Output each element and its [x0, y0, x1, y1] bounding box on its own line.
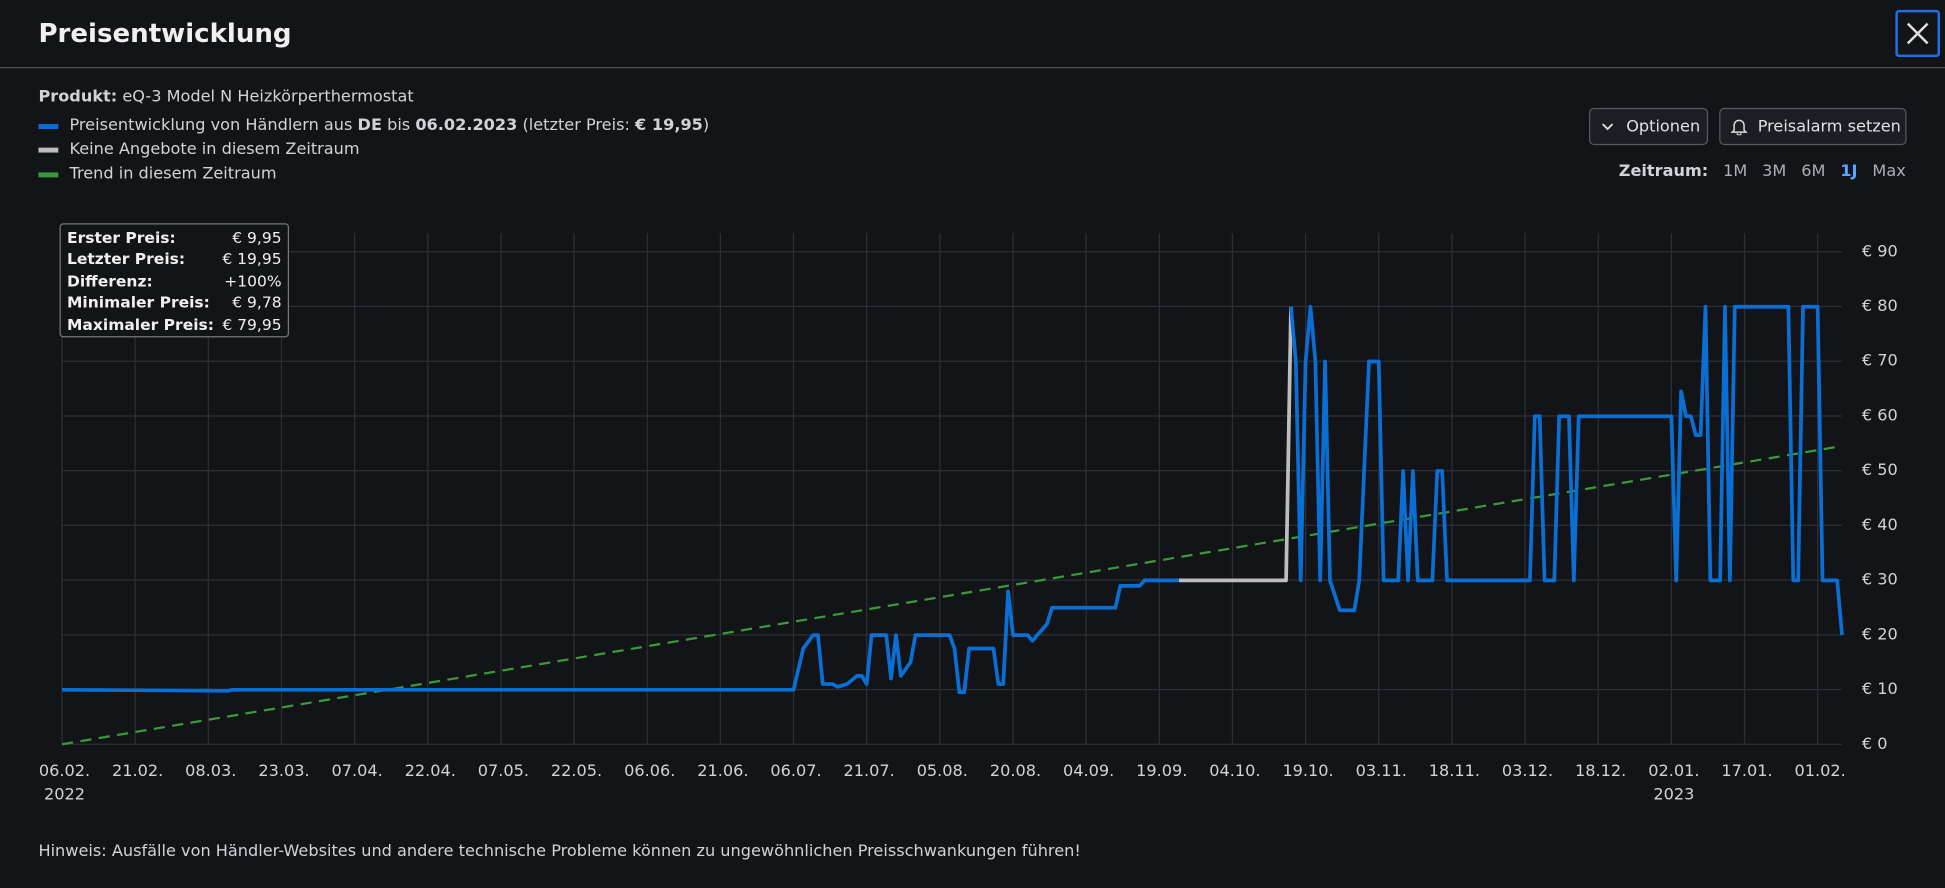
period-option[interactable]: 3M: [1762, 162, 1787, 182]
stats-label: Maximaler Preis:: [66, 314, 214, 334]
x-tick-label: 20.08.: [990, 761, 1041, 780]
stats-label: Letzter Preis:: [66, 249, 186, 269]
x-tick-label: 06.02.: [39, 761, 90, 780]
product-line: Produkt: eQ-3 Model N Heizkörperthermost…: [38, 88, 413, 107]
y-tick-label: € 50: [1862, 460, 1898, 479]
y-tick-label: € 0: [1862, 734, 1888, 753]
period-option[interactable]: 6M: [1801, 162, 1826, 182]
stats-value: € 19,95: [222, 249, 282, 269]
bell-icon: [1730, 119, 1748, 136]
x-tick-label: 04.09.: [1063, 761, 1114, 780]
legend-text: Trend in diesem Zeitraum: [69, 164, 277, 184]
stats-box: Erster Preis: € 9,95 Letzter Preis: € 19,95…: [59, 223, 290, 338]
y-tick-label: € 80: [1862, 296, 1898, 315]
x-tick-label: 07.04.: [331, 761, 382, 780]
y-tick-label: € 60: [1862, 405, 1898, 424]
x-tick-label: 05.08.: [917, 761, 968, 780]
stats-value: +100%: [224, 271, 282, 290]
legend-swatch: [38, 146, 59, 152]
close-icon: [1906, 22, 1929, 45]
legend-item: Preisentwicklung von Händlern aus DE bis…: [38, 117, 709, 136]
price-line: [61, 444, 1843, 746]
x-tick-label: 21.02.: [112, 761, 163, 780]
stats-label: Differenz:: [66, 271, 153, 290]
stats-row: Maximaler Preis: € 79,95: [67, 315, 282, 337]
chevron-icon: [1601, 123, 1614, 131]
y-tick-label: € 40: [1862, 515, 1898, 534]
x-tick-label: 04.10.: [1209, 761, 1260, 780]
stats-label: Erster Preis:: [66, 228, 176, 247]
period-label: Zeitraum:: [1618, 162, 1709, 182]
x-tick-label: 21.06.: [697, 761, 748, 780]
x-year-label: 2023: [1653, 785, 1694, 804]
y-tick-label: € 90: [1862, 241, 1898, 260]
stats-row: Differenz: +100%: [67, 271, 282, 293]
legend-text: Preisentwicklung von Händlern aus DE bis…: [69, 117, 709, 136]
stats-row: Erster Preis: € 9,95: [67, 228, 282, 250]
legend-swatch: [38, 171, 59, 177]
x-tick-label: 19.09.: [1136, 761, 1187, 780]
stats-label: Minimaler Preis:: [66, 292, 210, 312]
legend-text-part: (letzter Preis:: [517, 116, 636, 136]
x-tick-label: 07.05.: [478, 761, 529, 780]
legend-text-part: DE: [357, 116, 382, 136]
stats-row: Letzter Preis: € 19,95: [67, 250, 282, 272]
period-option[interactable]: 1M: [1723, 162, 1748, 182]
dialog-title: Preisentwicklung: [38, 18, 292, 49]
y-tick-label: € 20: [1862, 624, 1898, 643]
x-tick-label: 08.03.: [185, 761, 236, 780]
y-tick-label: € 10: [1862, 679, 1898, 698]
legend-text-part: Preisentwicklung von Händlern aus: [69, 116, 358, 136]
y-tick-label: € 70: [1862, 351, 1898, 370]
period-option[interactable]: Max: [1872, 162, 1906, 182]
x-tick-label: 22.04.: [405, 761, 456, 780]
period-selector: Zeitraum: 1M 3M 6M 1J Max: [1619, 162, 1906, 181]
x-tick-label: 06.07.: [770, 761, 821, 780]
stats-value: € 9,95: [232, 228, 282, 247]
x-tick-label: 18.11.: [1429, 761, 1480, 780]
x-tick-label: 19.10.: [1282, 761, 1333, 780]
legend-item: Trend in diesem Zeitraum: [38, 164, 277, 184]
stats-value: € 9,78: [232, 292, 282, 312]
legend-text-part: 06.02.2023: [415, 116, 518, 136]
button-label: Preisalarm setzen: [1757, 117, 1901, 136]
product-name: eQ-3 Model N Heizkörperthermostat: [122, 88, 414, 107]
x-tick-label: 02.01.: [1648, 761, 1699, 780]
y-tick-label: € 30: [1862, 570, 1898, 589]
x-tick-label: 03.11.: [1356, 761, 1407, 780]
legend-text-part: ): [702, 116, 710, 136]
legend-text: Keine Angebote in diesem Zeitraum: [69, 140, 360, 159]
options-button[interactable]: Optionen: [1588, 107, 1709, 146]
x-year-label: 2022: [44, 785, 85, 804]
divider: [0, 66, 1945, 69]
x-tick-label: 18.12.: [1575, 761, 1626, 780]
x-tick-label: 23.03.: [258, 761, 309, 780]
x-tick-label: 17.01.: [1721, 761, 1772, 780]
stats-value: € 79,95: [222, 314, 282, 334]
close-button[interactable]: [1895, 9, 1941, 58]
x-tick-label: 01.02.: [1795, 761, 1846, 780]
legend-text-part: € 19,95: [635, 116, 703, 136]
x-tick-label: 03.12.: [1502, 761, 1553, 780]
stats-row: Minimaler Preis: € 9,78: [67, 293, 282, 315]
legend-text-part: bis: [381, 116, 416, 136]
footnote: Hinweis: Ausfälle von Händler-Websites u…: [38, 842, 1081, 861]
legend-swatch: [38, 123, 59, 129]
period-option[interactable]: 1J: [1840, 162, 1858, 182]
price-alert-button[interactable]: Preisalarm setzen: [1719, 107, 1907, 146]
price-line: [62, 304, 1844, 695]
x-tick-label: 21.07.: [844, 761, 895, 780]
legend-item: Keine Angebote in diesem Zeitraum: [38, 140, 360, 159]
product-label: Produkt:: [38, 88, 118, 107]
button-label: Optionen: [1626, 117, 1701, 136]
x-tick-label: 06.06.: [624, 761, 675, 780]
x-tick-label: 22.05.: [551, 761, 602, 780]
price-line: [1178, 306, 1293, 583]
